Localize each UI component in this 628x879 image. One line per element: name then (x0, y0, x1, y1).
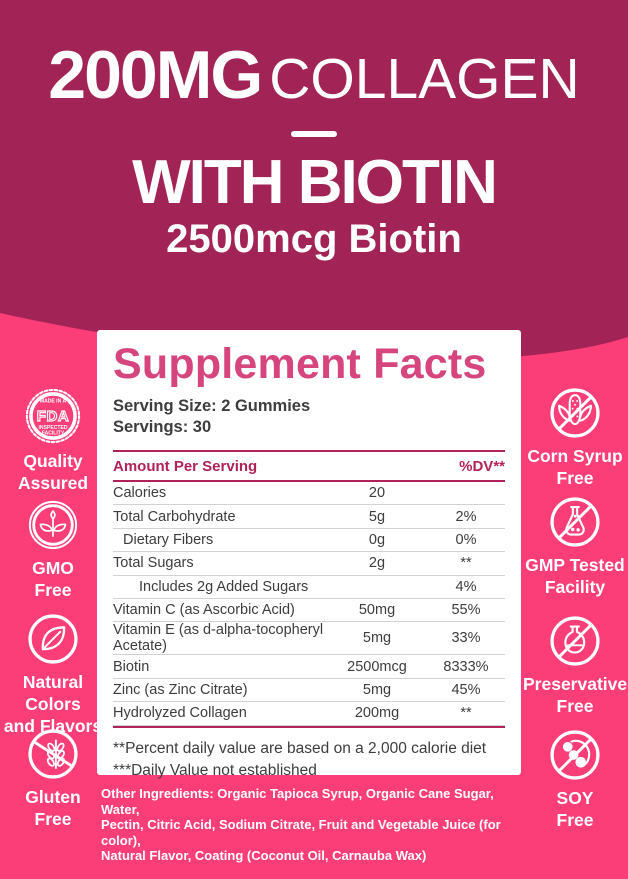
other-ingredients-line: Natural Flavor, Coating (Coconut Oil, Ca… (101, 848, 427, 863)
row-amount: 50mg (358, 602, 396, 619)
table-row-added-sugars: Includes 2g Added Sugars 4% (113, 576, 505, 599)
badge-gmo-free: GMO Free (1, 498, 105, 601)
badge-corn-syrup-free: Corn Syrup Free (523, 386, 627, 489)
other-ingredients-line: Other Ingredients: Organic Tapioca Syrup… (101, 786, 494, 817)
table-row-vitamin-e: Vitamin E (as d-alpha-tocopheryl Acetate… (113, 622, 505, 656)
row-amount: 5mg (362, 681, 392, 698)
dv-header-label: %DV** (459, 458, 505, 475)
header-divider (291, 131, 337, 137)
badge-label: Corn Syrup Free (527, 446, 623, 488)
no-flask-icon (550, 497, 600, 547)
row-dv: 33% (451, 630, 481, 647)
badge-soy-free: SOY Free (523, 728, 627, 831)
other-ingredients-line: Pectin, Citric Acid, Sodium Citrate, Fru… (101, 817, 501, 848)
table-top-rule (113, 450, 505, 452)
row-dv: ** (460, 705, 472, 722)
no-preservative-icon (550, 616, 600, 666)
other-ingredients-text: Other Ingredients: Organic Tapioca Syrup… (101, 786, 525, 864)
badge-natural-colors-flavors: Natural Colors and Flavors (1, 612, 105, 737)
no-soy-icon (550, 730, 600, 780)
row-label: Calories (113, 485, 167, 502)
badge-gluten-free: Gluten Free (1, 727, 105, 830)
row-dv: 2% (455, 508, 477, 525)
table-row-vitamin-c: Vitamin C (as Ascorbic Acid) 50mg 55% (113, 599, 505, 623)
row-label: Hydrolyzed Collagen (113, 705, 247, 722)
row-label: Biotin (113, 658, 150, 675)
table-header-rule (113, 480, 505, 482)
table-row-total-sugars: Total Sugars 2g ** (113, 552, 505, 576)
collagen-word-text: COLLAGEN (269, 47, 580, 111)
badge-label: Quality Assured (17, 451, 89, 493)
table-row-total-carbohydrate: Total Carbohydrate 5g 2% (113, 505, 505, 529)
row-dv: ** (460, 555, 472, 572)
fda-seal-icon: MADE IN A FDA INSPECTED FACILITY (25, 388, 81, 444)
row-amount: 2500mcg (347, 658, 407, 675)
badge-label: Preservative Free (523, 674, 628, 716)
row-label: Zinc (as Zinc Citrate) (113, 681, 248, 698)
row-dv: 4% (455, 578, 477, 595)
badge-preservative-free: Preservative Free (523, 614, 627, 717)
row-amount: 0g (368, 531, 386, 548)
row-label: Dietary Fibers (123, 531, 214, 548)
row-amount: 5g (368, 508, 386, 525)
row-label: Vitamin C (as Ascorbic Acid) (113, 602, 295, 619)
row-dv: 55% (451, 602, 481, 619)
row-label: Total Sugars (113, 555, 194, 572)
supplement-facts-title: Supplement Facts (113, 340, 487, 388)
with-biotin-title: WITH BIOTIN (132, 148, 498, 217)
biotin-subtitle: 2500mcg Biotin (166, 217, 462, 261)
header-band (0, 0, 628, 312)
serving-size-text: Serving Size: 2 Gummies (113, 397, 311, 415)
no-gluten-icon (28, 729, 78, 779)
table-row-biotin: Biotin 2500mcg 8333% (113, 655, 505, 679)
badge-gmp-tested-facility: GMP Tested Facility (523, 495, 627, 598)
supplement-facts-panel: Supplement Facts Serving Size: 2 Gummies… (97, 330, 521, 779)
fda-seal-fda-text: FDA (37, 408, 69, 425)
row-amount: 20 (368, 485, 386, 502)
badge-label: SOY Free (556, 788, 594, 830)
badge-label: GMO Free (32, 558, 74, 600)
header-title-line: 200MG COLLAGEN (0, 36, 628, 114)
row-amount: 5mg (362, 630, 392, 647)
row-amount: 200mg (354, 705, 400, 722)
footnote-percent-dv: **Percent daily value are based on a 2,0… (113, 739, 487, 757)
table-row-hydrolyzed-collagen: Hydrolyzed Collagen 200mg ** (113, 702, 505, 726)
amount-per-serving-label: Amount Per Serving (113, 458, 258, 475)
fda-seal-facility-text: FACILITY (42, 431, 65, 437)
no-corn-icon (550, 388, 600, 438)
footnote-dv-not-established: ***Daily Value not established (113, 761, 317, 779)
fda-seal-top-text: MADE IN A (40, 399, 67, 405)
badge-label: Gluten Free (25, 787, 81, 829)
badge-label: GMP Tested Facility (525, 555, 625, 597)
table-row-calories: Calories 20 (113, 482, 505, 506)
leaf-icon (28, 614, 78, 664)
row-dv: 8333% (443, 658, 489, 675)
table-row-dietary-fibers: Dietary Fibers 0g 0% (113, 529, 505, 553)
table-header: Amount Per Serving %DV** (113, 452, 505, 480)
badge-quality-assured: MADE IN A FDA INSPECTED FACILITY Quality… (1, 387, 105, 494)
table-row-zinc: Zinc (as Zinc Citrate) 5mg 45% (113, 679, 505, 703)
row-label: Total Carbohydrate (113, 508, 236, 525)
servings-text: Servings: 30 (113, 418, 212, 436)
table-bottom-rule (113, 725, 505, 728)
row-dv: 0% (455, 531, 477, 548)
fda-seal-inspected-text: INSPECTED (39, 425, 68, 431)
row-label: Vitamin E (as d-alpha-tocopheryl Acetate… (113, 622, 324, 655)
row-label: Includes 2g Added Sugars (139, 578, 309, 595)
gmo-sprig-icon (28, 500, 78, 550)
collagen-amount-text: 200MG (48, 37, 263, 113)
row-amount: 2g (368, 555, 386, 572)
row-dv: 45% (451, 681, 481, 698)
